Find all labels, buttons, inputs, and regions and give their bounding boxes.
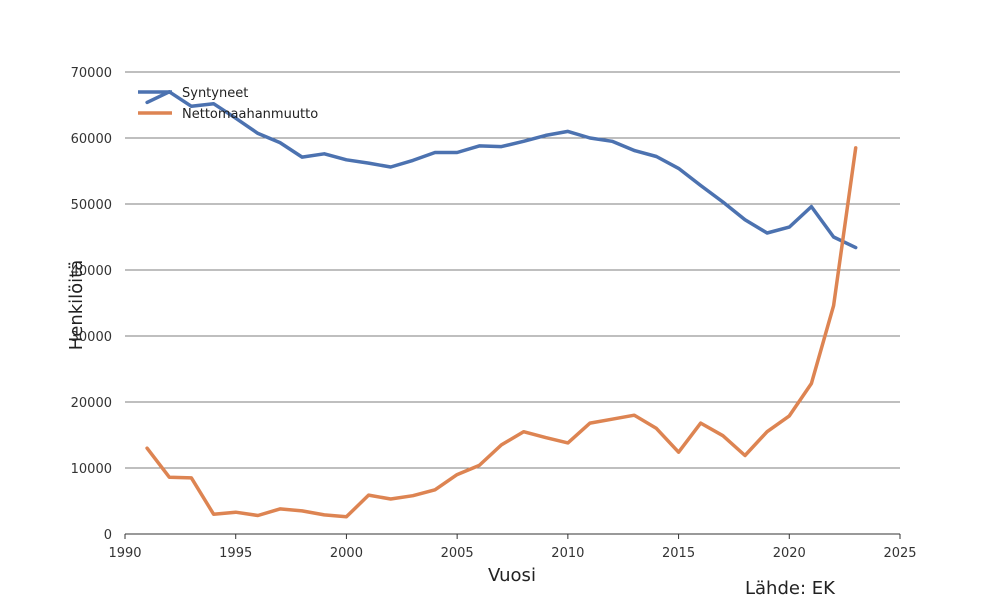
x-tick-label: 2020 bbox=[773, 546, 806, 561]
x-tick-label: 2015 bbox=[662, 546, 695, 561]
legend-label-0: Syntyneet bbox=[182, 86, 248, 101]
y-tick-label: 70000 bbox=[71, 66, 112, 81]
series-line-0 bbox=[145, 90, 858, 250]
source-note: Lähde: EK bbox=[745, 578, 836, 599]
y-tick-label: 50000 bbox=[71, 198, 112, 213]
x-tick-label: 2010 bbox=[551, 546, 584, 561]
y-tick-label: 0 bbox=[104, 528, 112, 543]
series-line-1 bbox=[145, 146, 858, 519]
x-tick-label: 2000 bbox=[330, 546, 363, 561]
x-tick-label: 2005 bbox=[441, 546, 474, 561]
x-tick-label: 1995 bbox=[219, 546, 252, 561]
grid-lines bbox=[125, 71, 900, 469]
y-tick-label: 10000 bbox=[71, 462, 112, 477]
y-axis-ticks: 0 10000 20000 30000 40000 50000 60000 70000 bbox=[71, 66, 112, 543]
legend-label-1: Nettomaahanmuutto bbox=[182, 107, 318, 122]
y-tick-label: 40000 bbox=[71, 264, 112, 279]
y-tick-label: 30000 bbox=[71, 330, 112, 345]
y-tick-label: 20000 bbox=[71, 396, 112, 411]
x-axis: 1990 1995 2000 2005 2010 2015 2020 2025 bbox=[108, 533, 917, 561]
x-axis-title: Vuosi bbox=[488, 565, 536, 586]
legend: Syntyneet Nettomaahanmuutto bbox=[138, 86, 318, 122]
y-axis-title: Henkilöitä bbox=[66, 260, 87, 351]
x-tick-label: 2025 bbox=[883, 546, 916, 561]
series-layer bbox=[145, 90, 858, 519]
y-tick-label: 60000 bbox=[71, 132, 112, 147]
x-tick-label: 1990 bbox=[108, 546, 141, 561]
